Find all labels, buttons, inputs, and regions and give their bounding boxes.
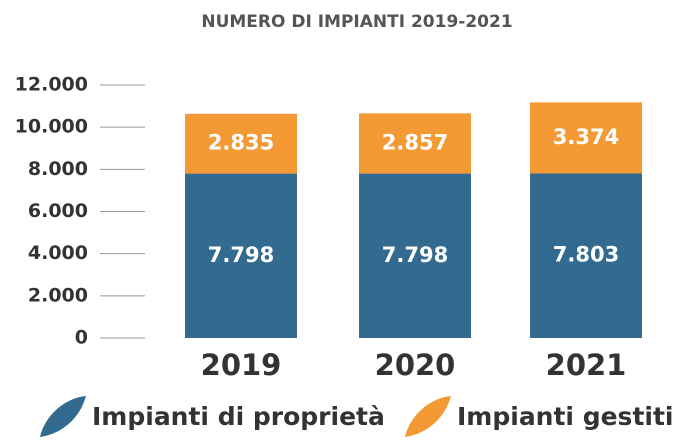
value-label: 2.857 bbox=[382, 130, 448, 154]
chart-title: NUMERO DI IMPIANTI 2019-2021 bbox=[201, 12, 512, 32]
value-label: 7.798 bbox=[208, 243, 274, 267]
legend-icon bbox=[40, 396, 86, 437]
y-tick-label: 6.000 bbox=[28, 200, 88, 222]
y-tick-label: 8.000 bbox=[28, 158, 88, 180]
bar-segment bbox=[530, 102, 642, 174]
value-label: 7.798 bbox=[382, 243, 448, 267]
x-tick-label: 2021 bbox=[546, 348, 627, 382]
legend-icon bbox=[405, 396, 451, 437]
value-label: 7.803 bbox=[553, 243, 619, 267]
bar-segment bbox=[530, 173, 642, 338]
value-label: 2.835 bbox=[208, 131, 274, 155]
legend-label: Impianti di proprietà bbox=[92, 402, 385, 431]
legend-label: Impianti gestiti bbox=[457, 402, 673, 431]
x-tick-label: 2019 bbox=[201, 348, 282, 382]
y-tick-label: 12.000 bbox=[15, 74, 88, 96]
bar-segment bbox=[185, 173, 297, 338]
bar-segment bbox=[185, 113, 297, 174]
bar-segment bbox=[359, 173, 471, 338]
x-tick-label: 2020 bbox=[375, 348, 456, 382]
y-tick-label: 0 bbox=[75, 327, 88, 349]
y-tick-label: 10.000 bbox=[15, 116, 88, 138]
bar-segment bbox=[359, 113, 471, 174]
value-label: 3.374 bbox=[553, 125, 619, 149]
y-tick-label: 2.000 bbox=[28, 284, 88, 306]
y-tick-label: 4.000 bbox=[28, 242, 88, 264]
